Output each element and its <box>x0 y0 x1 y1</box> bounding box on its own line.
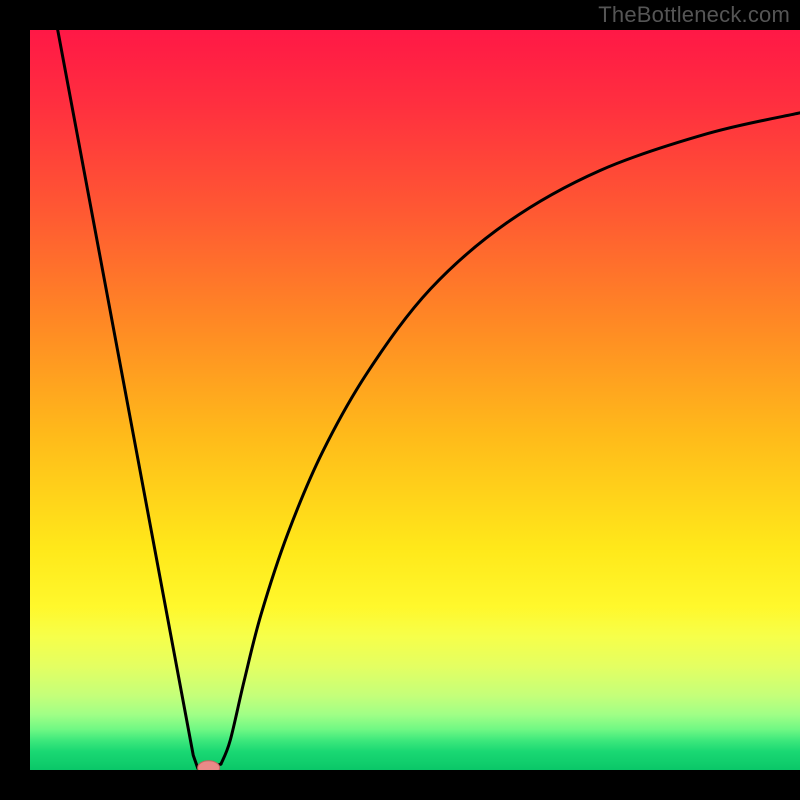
attribution-text: TheBottleneck.com <box>598 2 790 28</box>
bottleneck-chart <box>0 0 800 800</box>
